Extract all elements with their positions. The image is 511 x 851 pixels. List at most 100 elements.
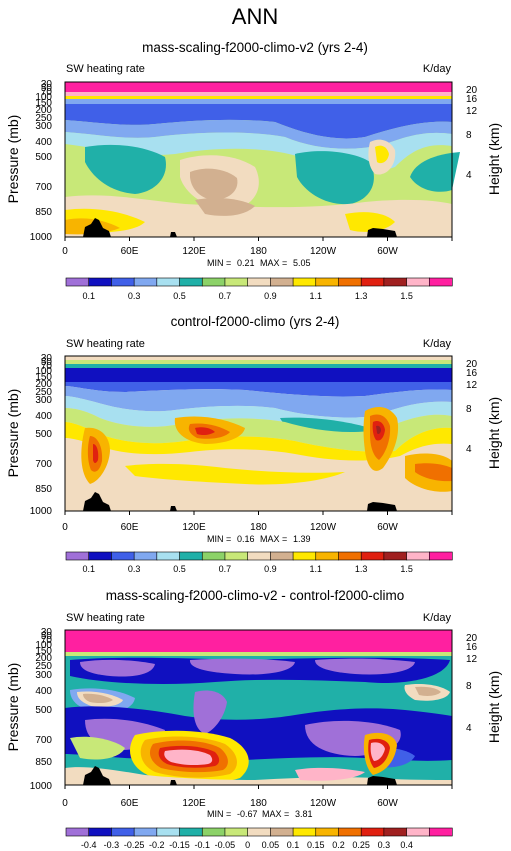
panel-2-ytick: 200 — [35, 379, 52, 390]
colorbar-label: 0.9 — [264, 291, 277, 301]
colorbar-swatch — [247, 827, 271, 837]
panel-3-ytick: 300 — [35, 670, 52, 681]
panel-2-ytick: 250 — [35, 387, 52, 398]
colorbar-label: 0.1 — [287, 840, 300, 850]
colorbar-swatch — [156, 277, 181, 287]
panel-3-xtick: 180 — [250, 798, 267, 809]
panel-2-colorbar: 0.1 0.3 0.5 0.7 0.9 1.1 1.3 1.5 — [65, 551, 453, 574]
colorbar-label: 1.5 — [400, 564, 413, 574]
panel-1-max-value: 5.05 — [293, 258, 311, 268]
colorbar-swatch — [247, 277, 271, 287]
panel-1-ytick: 700 — [35, 182, 52, 193]
panel-3-ytick: 500 — [35, 705, 52, 716]
colorbar-label: 1.3 — [355, 291, 368, 301]
panel-1-min-value: 0.21 — [237, 258, 255, 268]
panel-2-min-value: 0.16 — [237, 534, 255, 544]
colorbar-label: 0.3 — [128, 291, 141, 301]
colorbar-swatch — [133, 277, 158, 287]
panel-2-ytick: 700 — [35, 459, 52, 470]
colorbar-swatch — [315, 551, 340, 561]
colorbar-swatch — [65, 277, 90, 287]
panel-2-ytick: 500 — [35, 429, 52, 440]
panel-1-ytick: 400 — [35, 137, 52, 148]
colorbar-label: 1.1 — [310, 564, 323, 574]
colorbar-swatch — [133, 827, 158, 837]
panel-2-xtick: 120E — [182, 522, 206, 533]
panel-1-ytick-right: 4 — [466, 170, 472, 181]
panel-2-units: K/day — [423, 338, 452, 350]
panel-2-xtick: 60E — [121, 522, 139, 533]
panel-3-ylabel-right: Height (km) — [486, 671, 502, 743]
colorbar-swatch — [428, 827, 453, 837]
panel-3-ytick: 250 — [35, 661, 52, 672]
panel-2-ytick-right: 20 — [466, 359, 478, 370]
panel-2-ytick: 70 — [41, 361, 53, 372]
colorbar-swatch — [292, 551, 317, 561]
panel-2-ytick: 850 — [35, 484, 52, 495]
panel-3-ytick-right: 12 — [466, 654, 478, 665]
panel-1-ytick: 250 — [35, 113, 52, 124]
panel-2: control-f2000-climo (yrs 2-4) SW heating… — [5, 314, 502, 574]
panel-3-ytick: 700 — [35, 735, 52, 746]
panel-3-units: K/day — [423, 612, 452, 624]
panel-3-min-label: MIN = — [207, 809, 231, 819]
colorbar-swatch — [360, 551, 385, 561]
panel-3-subtitle: SW heating rate — [66, 612, 145, 624]
panel-3-ytick: 1000 — [30, 781, 53, 792]
panel-1-ytick: 70 — [41, 87, 53, 98]
panel-3-ytick-right: 8 — [466, 681, 472, 692]
panel-1-xtick: 60E — [121, 246, 139, 257]
figure-title: ANN — [232, 4, 278, 29]
panel-1-ytick: 500 — [35, 152, 52, 163]
colorbar-swatch — [428, 551, 453, 561]
panel-1-xtick: 0 — [62, 246, 68, 257]
panel-3-ytick: 150 — [35, 646, 52, 657]
panel-1-title: mass-scaling-f2000-climo-v2 (yrs 2-4) — [142, 40, 368, 55]
panel-1-ytick-right: 12 — [466, 106, 478, 117]
colorbar-swatch — [360, 277, 385, 287]
panel-2-ytick-right: 8 — [466, 404, 472, 415]
panel-1-ytick: 200 — [35, 105, 52, 116]
panel-3-ytick: 50 — [41, 631, 53, 642]
panel-2-ytick: 50 — [41, 357, 53, 368]
colorbar-swatch — [270, 551, 294, 561]
colorbar-label: 0.5 — [173, 291, 186, 301]
panel-1: mass-scaling-f2000-climo-v2 (yrs 2-4) SW… — [5, 40, 502, 301]
colorbar-label: 0.1 — [82, 291, 95, 301]
colorbar-swatch — [156, 551, 181, 561]
panel-3-plot — [64, 629, 453, 789]
colorbar-swatch — [111, 277, 135, 287]
panel-3-xtick: 60W — [377, 798, 398, 809]
panel-1-ytick: 300 — [35, 121, 52, 132]
colorbar-label: 0.7 — [219, 291, 232, 301]
panel-3-xtick: 60E — [121, 798, 139, 809]
panel-1-ytick: 150 — [35, 98, 52, 109]
panel-3-max-value: 3.81 — [295, 809, 313, 819]
panel-2-ylabel: Pressure (mb) — [5, 389, 21, 478]
colorbar-swatch — [406, 277, 430, 287]
colorbar-swatch — [383, 551, 408, 561]
panel-2-ytick: 1000 — [30, 506, 53, 517]
panel-1-ytick: 50 — [41, 83, 53, 94]
colorbar-swatch — [270, 827, 294, 837]
panel-3-xtick: 120W — [310, 798, 337, 809]
colorbar-swatch — [179, 551, 203, 561]
colorbar-swatch — [270, 277, 294, 287]
colorbar-label: 0.3 — [128, 564, 141, 574]
panel-2-ytick-right: 4 — [466, 444, 472, 455]
colorbar-swatch — [88, 551, 113, 561]
colorbar-swatch — [292, 827, 317, 837]
colorbar-label: 1.5 — [400, 291, 413, 301]
colorbar-swatch — [315, 277, 340, 287]
panel-1-plot — [64, 81, 460, 241]
panel-3-min-value: -0.67 — [237, 809, 258, 819]
colorbar-swatch — [65, 551, 90, 561]
panel-2-ytick: 400 — [35, 411, 52, 422]
panel-2-xtick: 180 — [250, 522, 267, 533]
colorbar-swatch — [338, 277, 362, 287]
panel-2-ytick: 150 — [35, 372, 52, 383]
panel-1-ylabel: Pressure (mb) — [5, 115, 21, 204]
panel-1-ytick-right: 16 — [466, 94, 478, 105]
colorbar-swatch — [406, 551, 430, 561]
panel-2-min-label: MIN = — [207, 534, 231, 544]
